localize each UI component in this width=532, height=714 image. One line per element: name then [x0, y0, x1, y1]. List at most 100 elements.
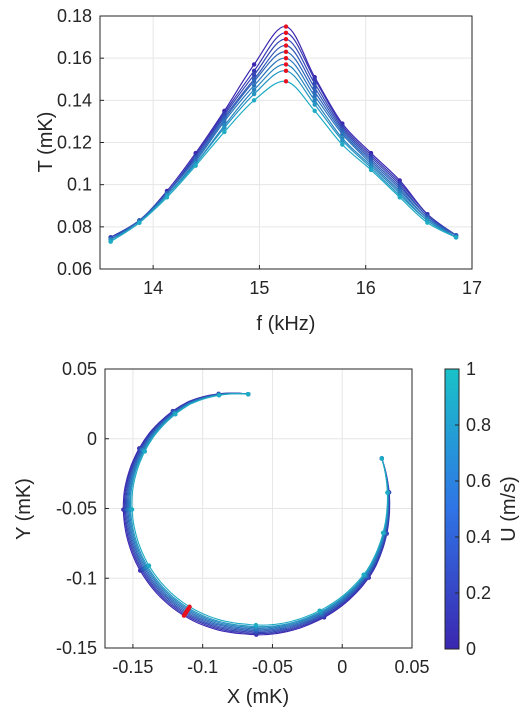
top-data-point — [368, 167, 374, 173]
top-peak-marker — [283, 24, 289, 29]
top-y-tick-label: 0.1 — [67, 175, 92, 195]
top-series-group — [108, 24, 459, 244]
top-data-point — [340, 142, 345, 147]
bottom-grid — [105, 368, 413, 649]
top-data-point — [251, 98, 257, 103]
bottom-series-line — [122, 392, 391, 636]
top-data-point — [251, 68, 257, 74]
top-x-tick-labels: 14 15 16 17 — [143, 278, 482, 298]
bottom-y-tick-labels: -0.15 -0.1 -0.05 0 0.05 — [56, 359, 97, 658]
bottom-series-group — [121, 391, 392, 637]
top-series-line — [110, 51, 457, 240]
top-series-line — [110, 70, 457, 243]
top-data-point — [251, 91, 257, 97]
top-data-point — [340, 138, 345, 143]
top-y-tick-label: 0.14 — [57, 90, 92, 110]
top-data-point — [137, 220, 142, 225]
bottom-x-axis-label: X (mK) — [227, 686, 289, 708]
top-data-point — [312, 98, 317, 103]
colorbar-tick-label: 0.6 — [466, 471, 491, 491]
bottom-y-tick-label: -0.1 — [66, 568, 97, 588]
bottom-x-tick-label: -0.05 — [252, 657, 293, 677]
top-peak-marker — [283, 43, 289, 48]
bottom-data-point — [380, 530, 386, 536]
top-series-line — [110, 57, 457, 241]
bottom-x-tick-label: 0.05 — [394, 657, 429, 677]
top-data-point — [222, 119, 227, 124]
bottom-x-tick-label: -0.1 — [187, 657, 218, 677]
top-y-tick-label: 0.18 — [57, 6, 92, 26]
colorbar-tick-labels: 0 0.2 0.4 0.6 0.8 1 — [455, 359, 491, 659]
top-peak-marker — [283, 79, 289, 84]
top-x-axis-label: f (kHz) — [257, 313, 316, 335]
bottom-y-axis-label: Y (mK) — [13, 478, 35, 540]
top-y-axis-label: T (mK) — [35, 112, 57, 173]
bottom-series-line — [126, 392, 390, 631]
top-peak-marker — [283, 30, 289, 36]
colorbar-tick-label: 0.4 — [466, 527, 491, 547]
bottom-y-tick-label: -0.15 — [56, 638, 97, 658]
bottom-data-point — [142, 449, 148, 454]
bottom-data-point — [173, 412, 178, 417]
top-x-tick-label: 16 — [356, 278, 376, 298]
top-peak-marker — [283, 36, 289, 42]
top-data-point — [340, 131, 345, 137]
bottom-x-tick-label: 0 — [337, 657, 347, 677]
bottom-data-point — [253, 622, 259, 628]
bottom-series-line — [128, 393, 389, 629]
top-series-line — [110, 32, 457, 238]
bottom-data-point — [245, 391, 251, 397]
top-data-point — [397, 195, 402, 200]
colorbar: 0 0.2 0.4 0.6 0.8 1 U (m/s) — [444, 359, 520, 659]
top-data-point — [251, 72, 257, 78]
colorbar-tick-label: 0 — [466, 639, 476, 659]
top-peak-marker — [283, 55, 289, 61]
bottom-x-tick-label: -0.15 — [112, 657, 153, 677]
top-data-point — [193, 163, 198, 168]
colorbar-label: U (m/s) — [498, 476, 520, 542]
top-peak-marker — [283, 49, 289, 55]
bottom-data-point — [361, 572, 366, 577]
bottom-data-point — [216, 393, 222, 398]
top-data-point — [251, 83, 257, 88]
top-y-tick-label: 0.08 — [57, 217, 92, 237]
bottom-series-line — [125, 392, 390, 632]
bottom-peak-marker — [187, 604, 192, 609]
resonance-chart: 14 15 16 17 0.06 0.08 0.1 0.12 0.14 0.16 0.18 f (… — [35, 6, 482, 335]
colorbar-tick-label: 1 — [466, 359, 476, 379]
top-x-tick-label: 14 — [143, 278, 163, 298]
top-data-point — [251, 79, 257, 84]
bottom-series-line — [129, 393, 389, 628]
top-y-tick-labels: 0.06 0.08 0.1 0.12 0.14 0.16 0.18 — [57, 6, 92, 279]
top-data-point — [425, 220, 430, 225]
top-data-point — [312, 81, 317, 86]
top-series-line — [110, 80, 457, 243]
top-data-point — [222, 125, 227, 130]
bottom-series-line — [124, 392, 390, 634]
top-data-point — [312, 89, 317, 95]
colorbar-tick-label: 0.8 — [466, 415, 491, 435]
bottom-series-line — [127, 392, 389, 630]
top-x-tick-label: 17 — [462, 278, 482, 298]
top-data-point — [312, 77, 317, 82]
top-y-tick-label: 0.16 — [57, 48, 92, 68]
colorbar-tick-label: 0.2 — [466, 583, 491, 603]
top-data-point — [312, 93, 317, 99]
top-x-tick-label: 15 — [249, 278, 269, 298]
top-data-point — [312, 102, 317, 107]
top-data-point — [453, 235, 459, 240]
top-data-point — [251, 87, 257, 92]
top-y-tick-label: 0.12 — [57, 133, 92, 153]
top-data-point — [312, 85, 317, 90]
bottom-series-line — [131, 393, 389, 626]
top-data-point — [164, 195, 170, 200]
bottom-y-tick-label: 0.05 — [62, 359, 97, 379]
top-axes-box — [99, 15, 473, 270]
top-series-line — [110, 38, 457, 238]
colorbar-gradient — [444, 368, 460, 650]
bottom-data-point — [146, 563, 152, 568]
trajectory-chart: -0.15 -0.1 -0.05 0 0.05 -0.15-0.1-0.0500.05 … — [13, 359, 430, 708]
bottom-x-tick-labels: -0.15 -0.1 -0.05 0 0.05 — [112, 657, 429, 677]
top-data-point — [312, 108, 317, 114]
